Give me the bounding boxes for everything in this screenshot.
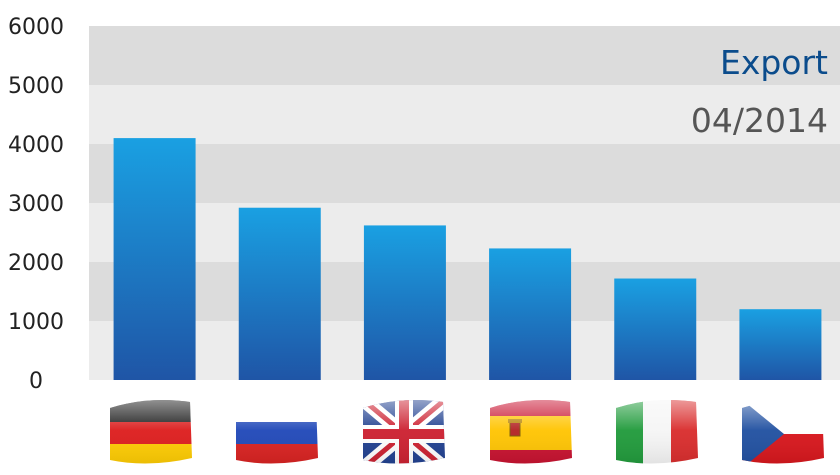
grid-band: [89, 144, 840, 203]
y-tick-label: 6000: [8, 15, 64, 40]
flag-czech-icon: [742, 400, 824, 464]
grid-band: [89, 85, 840, 144]
y-tick-label: 2000: [8, 251, 64, 276]
flag-uk-icon: [363, 400, 445, 464]
bar-russia: [238, 207, 321, 380]
y-tick-label: 4000: [8, 133, 64, 158]
grid-band: [89, 262, 840, 321]
flag-russia-icon: [236, 400, 318, 464]
flag-germany-icon: [110, 400, 192, 464]
y-tick-label: 3000: [8, 192, 64, 217]
bar-united-kingdom: [363, 225, 446, 380]
bar-germany: [113, 138, 196, 380]
flag-spain-icon: [490, 400, 572, 464]
chart-subtitle: 04/2014: [691, 101, 828, 140]
bar-czech-republic: [739, 309, 822, 380]
y-axis: 0 1000 2000 3000 4000 5000 6000: [8, 15, 64, 394]
y-tick-label: 5000: [8, 74, 64, 99]
chart-title: Export: [720, 43, 828, 82]
plot-background: [89, 26, 840, 380]
flag-italy-icon: [616, 400, 698, 464]
grid-band: [89, 26, 840, 85]
bars: [113, 138, 822, 380]
bar-italy: [614, 278, 697, 380]
grid-band: [89, 321, 840, 380]
y-tick-label: 0: [29, 369, 43, 394]
chart-title-group: Export 04/2014: [691, 43, 828, 140]
y-tick-label: 1000: [8, 310, 64, 335]
grid-band: [89, 203, 840, 262]
bar-spain: [489, 248, 572, 380]
